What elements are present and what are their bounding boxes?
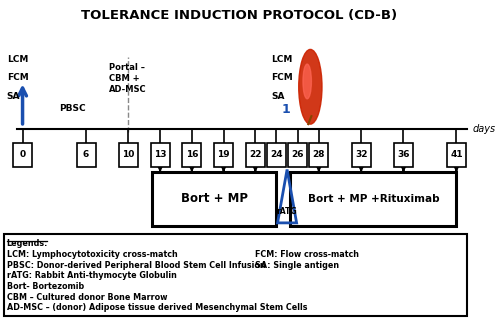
FancyBboxPatch shape <box>13 143 32 167</box>
FancyBboxPatch shape <box>310 143 328 167</box>
FancyBboxPatch shape <box>214 143 233 167</box>
FancyBboxPatch shape <box>4 234 467 316</box>
Text: 26: 26 <box>292 150 304 159</box>
FancyBboxPatch shape <box>267 143 286 167</box>
Text: AD-MSC – (donor) Adipose tissue derived Mesenchymal Stem Cells: AD-MSC – (donor) Adipose tissue derived … <box>6 304 307 312</box>
Text: 41: 41 <box>450 150 462 159</box>
Text: 13: 13 <box>154 150 166 159</box>
Text: FCM: FCM <box>271 73 293 82</box>
Text: 32: 32 <box>355 150 368 159</box>
Text: SA: Single antigen: SA: Single antigen <box>256 261 340 270</box>
Text: days: days <box>472 124 496 134</box>
Text: rATG: Rabbit Anti-thymocyte Globulin: rATG: Rabbit Anti-thymocyte Globulin <box>6 271 176 280</box>
FancyBboxPatch shape <box>152 172 276 225</box>
Text: 19: 19 <box>218 150 230 159</box>
Text: Bort- Bortezomib: Bort- Bortezomib <box>6 282 84 291</box>
FancyBboxPatch shape <box>76 143 96 167</box>
Ellipse shape <box>303 64 312 99</box>
FancyBboxPatch shape <box>394 143 413 167</box>
FancyBboxPatch shape <box>352 143 370 167</box>
Text: Bort + MP +Rituximab: Bort + MP +Rituximab <box>308 194 440 204</box>
FancyBboxPatch shape <box>447 143 466 167</box>
Text: SA: SA <box>6 92 20 101</box>
Text: 36: 36 <box>397 150 409 159</box>
Text: LCM: LCM <box>6 55 28 64</box>
Text: 22: 22 <box>249 150 262 159</box>
Text: rATG: rATG <box>277 207 297 216</box>
Text: PBSC: PBSC <box>60 104 86 113</box>
Text: Bort + MP: Bort + MP <box>180 193 248 205</box>
Text: 28: 28 <box>312 150 325 159</box>
Text: 16: 16 <box>186 150 198 159</box>
FancyBboxPatch shape <box>290 172 456 225</box>
FancyBboxPatch shape <box>150 143 170 167</box>
Text: PBSC: Donor-derived Peripheral Blood Stem Cell Infusion: PBSC: Donor-derived Peripheral Blood Ste… <box>6 261 266 270</box>
Text: 10: 10 <box>122 150 134 159</box>
FancyBboxPatch shape <box>288 143 307 167</box>
FancyBboxPatch shape <box>246 143 265 167</box>
Text: 24: 24 <box>270 150 283 159</box>
Text: SA: SA <box>271 92 284 101</box>
Text: FCM: Flow cross-match: FCM: Flow cross-match <box>256 250 360 259</box>
Text: 6: 6 <box>83 150 89 159</box>
Text: Legends:: Legends: <box>6 239 48 248</box>
Text: 1: 1 <box>282 103 290 116</box>
Text: FCM: FCM <box>6 73 29 82</box>
Text: LCM: Lymphocytotoxicity cross-match: LCM: Lymphocytotoxicity cross-match <box>6 250 177 259</box>
Ellipse shape <box>298 49 322 124</box>
Text: LCM: LCM <box>271 55 292 64</box>
FancyBboxPatch shape <box>119 143 138 167</box>
Text: TOLERANCE INDUCTION PROTOCOL (CD-B): TOLERANCE INDUCTION PROTOCOL (CD-B) <box>82 9 398 22</box>
Text: Portal –
CBM +
AD-MSC: Portal – CBM + AD-MSC <box>110 63 147 94</box>
FancyBboxPatch shape <box>182 143 202 167</box>
Text: 0: 0 <box>20 150 26 159</box>
Text: CBM – Cultured donor Bone Marrow: CBM – Cultured donor Bone Marrow <box>6 293 167 302</box>
